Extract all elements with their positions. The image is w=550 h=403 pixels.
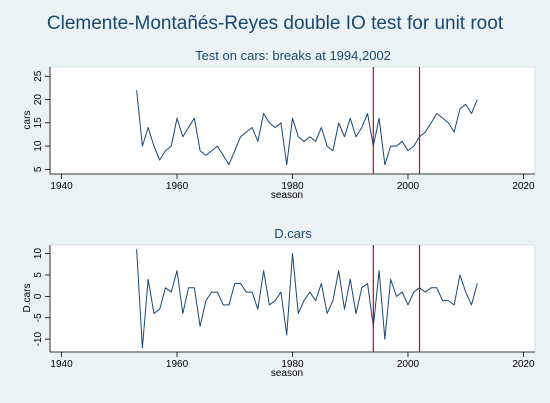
x-tick-label-cars: 2020 <box>512 181 535 192</box>
y-tick-label-cars: 25 <box>33 70 44 82</box>
x-tick-label-dcars: 2000 <box>397 359 420 370</box>
plot-area-dcars <box>49 244 536 353</box>
x-tick-label-cars: 2000 <box>397 181 420 192</box>
y-tick-label-dcars: -5 <box>33 313 44 322</box>
figure-title: Clemente-Montañés-Reyes double IO test f… <box>47 13 504 34</box>
y-tick-label-dcars: 10 <box>33 248 44 260</box>
y-axis-label-cars: cars <box>22 111 33 130</box>
x-tick-label-cars: 1980 <box>281 181 304 192</box>
y-tick-label-cars: 20 <box>33 94 44 106</box>
series-line-cars <box>136 90 478 166</box>
y-axis-label-dcars: D.cars <box>22 284 33 313</box>
y-tick-label-dcars: 0 <box>33 293 44 299</box>
x-tick-label-cars: 1960 <box>166 181 189 192</box>
x-tick-label-dcars: 1960 <box>166 359 189 370</box>
x-tick-label-dcars: 1980 <box>281 359 304 370</box>
panel-title-dcars: D.cars <box>274 226 312 241</box>
y-tick-label-dcars: 5 <box>33 272 44 278</box>
y-tick-label-cars: 15 <box>33 117 44 129</box>
y-tick-label-cars: 5 <box>33 166 44 172</box>
panel-dcars: D.cars D.cars season 1940 1960 1980 2000 202… <box>22 226 536 379</box>
x-tick-label-dcars: 2020 <box>512 359 535 370</box>
x-axis-label-cars: season <box>271 190 303 201</box>
x-tick-label-cars: 1940 <box>50 181 73 192</box>
series-line-dcars <box>136 249 478 349</box>
y-tick-label-cars: 10 <box>33 140 44 152</box>
x-axis-label-dcars: season <box>271 368 303 379</box>
x-tick-label-dcars: 1940 <box>50 359 73 370</box>
panel-title-cars: Test on cars: breaks at 1994,2002 <box>195 48 391 63</box>
y-tick-label-dcars: -10 <box>33 331 44 346</box>
panel-cars: Test on cars: breaks at 1994,2002 cars s… <box>22 48 536 201</box>
